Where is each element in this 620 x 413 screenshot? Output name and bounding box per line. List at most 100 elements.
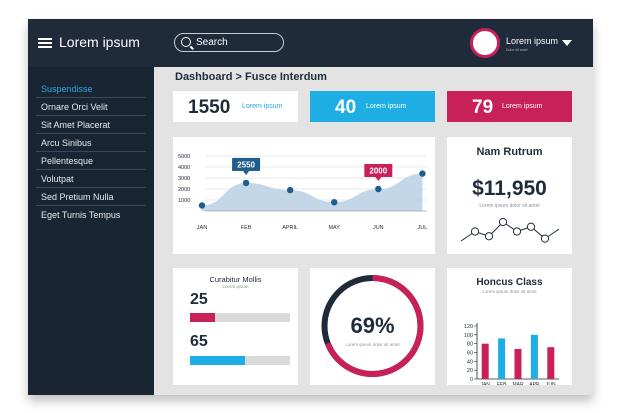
progress-card: Curabitur Mollis Lorem ipsum 25 65 — [173, 268, 298, 385]
sidebar-item-sit-amet-placerat[interactable]: Sit Amet Placerat — [36, 117, 146, 134]
stat-value: 1550 — [188, 97, 231, 118]
bar-chart-card: Honcus Class Lorem ipsum dolor sit amet … — [447, 268, 572, 385]
y-tick-label: 3000 — [178, 176, 190, 182]
sidebar-item-sed-pretium-nulla[interactable]: Sed Pretium Nulla — [36, 189, 146, 206]
y-tick-label: 40 — [467, 359, 473, 365]
sidebar-item-arcu-sinibus[interactable]: Arcu Sinibus — [36, 135, 146, 152]
app-title: Lorem ipsum — [59, 34, 140, 50]
x-tick-label: MAY — [328, 225, 340, 231]
revenue-subtitle: Lorem ipsum dolor sit amet — [479, 203, 540, 209]
bar-chart-subtitle: Lorem ipsum dolor sit amet — [482, 289, 537, 294]
sparkline-point — [526, 222, 536, 231]
bar — [514, 348, 522, 379]
sidebar-item-suspendisse[interactable]: Suspendisse — [36, 81, 146, 98]
stat-label: Lorem ipsum — [502, 103, 543, 110]
sidebar: Suspendisse Ornare Orci Velit Sit Amet P… — [28, 67, 154, 395]
y-tick-label: 0 — [470, 377, 473, 383]
sparkline-point — [498, 217, 508, 227]
progress-bar-2-fill — [190, 356, 245, 365]
bar — [481, 343, 489, 379]
x-tick-label: JAN — [197, 225, 207, 231]
x-tick-label: FEB — [497, 382, 507, 385]
sparkline-point — [540, 234, 550, 243]
y-tick-label: 1000 — [178, 198, 190, 204]
chevron-down-icon[interactable] — [562, 40, 572, 46]
annotation-box — [232, 157, 261, 171]
top-bar: Lorem ipsum Search Lorem ipsum Dolor sit… — [28, 19, 593, 67]
ring-subtitle: Lorem ipsum dolor sit amet — [345, 342, 400, 347]
breadcrumb-current: Fusce Interdum — [245, 71, 327, 83]
sidebar-item-pellentesque[interactable]: Pellentesque — [36, 153, 146, 170]
stat-label: Lorem ipsum — [242, 103, 283, 110]
data-point — [242, 179, 250, 187]
search-input[interactable]: Search — [174, 33, 284, 52]
sparkline-point — [512, 227, 522, 236]
stat-card-3: 79 Lorem ipsum — [447, 91, 572, 122]
stat-label: Lorem ipsum — [366, 103, 407, 110]
y-tick-label: 120 — [464, 324, 473, 330]
annotation-box — [364, 164, 393, 177]
progress-title: Curabitur Mollis — [209, 275, 262, 284]
sparkline-point — [484, 232, 494, 241]
y-tick-label: 5000 — [178, 154, 190, 160]
y-tick-label: 60 — [467, 351, 473, 357]
sidebar-item-ornare-orci-velit[interactable]: Ornare Orci Velit — [36, 99, 146, 116]
x-tick-label: APR — [529, 382, 540, 385]
revenue-value: $11,950 — [472, 177, 547, 200]
x-tick-label: JAN — [480, 382, 490, 385]
y-tick-label: 20 — [467, 368, 473, 374]
annotation-label: 2550 — [237, 160, 255, 169]
sidebar-item-volutpat[interactable]: Volutpat — [36, 171, 146, 188]
y-tick-label: 4000 — [178, 165, 190, 171]
bar — [498, 338, 506, 379]
ring-chart — [321, 275, 424, 377]
x-tick-label: FEB — [241, 225, 252, 231]
data-point — [198, 202, 206, 209]
bar — [547, 347, 555, 379]
revenue-card: Nam Rutrum $11,950 Lorem ipsum dolor sit… — [447, 137, 572, 254]
revenue-sparkline — [460, 217, 560, 243]
annotation-pointer — [243, 170, 250, 175]
sidebar-item-eget-turnis-tempus[interactable]: Eget Turnis Tempus — [41, 210, 121, 220]
search-icon — [181, 37, 191, 47]
data-point — [331, 199, 338, 206]
breadcrumb: Dashboard > Fusce Interdum — [175, 71, 327, 83]
user-subtitle: Dolor sit amet — [506, 48, 528, 52]
ring-card: 69% Lorem ipsum dolor sit amet — [310, 268, 435, 385]
progress-bar-1-fill — [190, 313, 215, 322]
area-series — [202, 173, 423, 211]
progress-bar-1 — [190, 313, 290, 322]
stat-value: 40 — [335, 97, 357, 118]
stat-value: 79 — [472, 97, 494, 118]
data-point — [419, 170, 426, 177]
dashboard-window: Lorem ipsum Search Lorem ipsum Dolor sit… — [28, 19, 593, 395]
annotation-pointer — [375, 177, 382, 181]
area-chart-card: 1000 2000 3000 4000 5000 JAN FEB APRIL MAY JUN JUL… — [173, 137, 435, 254]
revenue-title: Nam Rutrum — [476, 146, 543, 158]
data-point — [286, 186, 294, 194]
x-tick-label: APRIL — [282, 225, 298, 231]
hamburger-menu-icon[interactable] — [38, 38, 52, 48]
ring-value: 69% — [350, 313, 395, 338]
stat-card-2: 40 Lorem ipsum — [310, 91, 435, 122]
bar-chart: 0 20 40 60 80 100 120 JAN FEB MAR APR JUN — [464, 323, 559, 385]
x-tick-label: MAR — [512, 382, 524, 385]
ring-progress — [321, 275, 424, 377]
data-point — [375, 185, 382, 193]
avatar[interactable] — [470, 28, 500, 58]
search-placeholder: Search — [196, 37, 228, 48]
stat-card-1: 1550 Lorem ipsum — [173, 91, 298, 122]
progress-value-2: 65 — [190, 333, 208, 350]
bar-chart-title: Honcus Class — [476, 277, 543, 288]
y-tick-label: 100 — [464, 333, 473, 339]
bar — [530, 334, 538, 379]
progress-bar-2 — [190, 356, 290, 365]
user-name[interactable]: Lorem ipsum — [506, 36, 559, 46]
annotation-label: 2000 — [369, 167, 387, 176]
breadcrumb-root[interactable]: Dashboard — [175, 71, 233, 83]
sparkline-point — [470, 227, 480, 236]
breadcrumb-separator: > — [235, 71, 242, 83]
progress-value-1: 25 — [190, 291, 208, 308]
y-tick-label: 2000 — [178, 187, 190, 193]
x-tick-label: JUN — [373, 225, 384, 231]
